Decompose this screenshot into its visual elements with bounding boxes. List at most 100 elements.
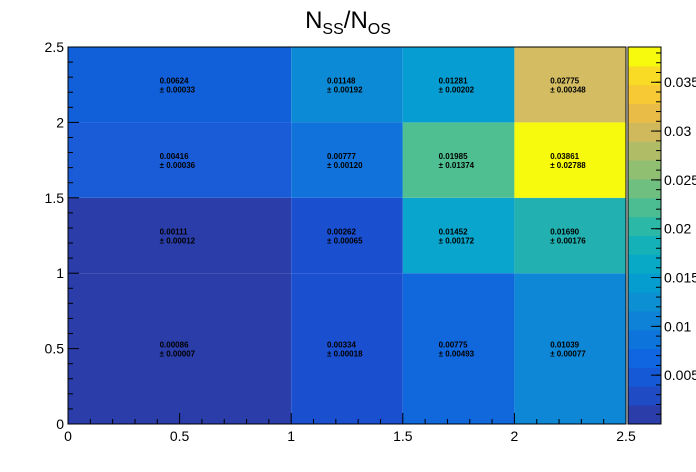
colorbar-tick-label: 0.015 <box>664 270 696 286</box>
colorbar-band <box>628 235 661 255</box>
y-tick-label: 1.5 <box>45 190 65 206</box>
cell-error-label: ± 0.00172 <box>439 237 475 246</box>
heatmap-cell <box>402 122 515 198</box>
cell-error-label: ± 0.01374 <box>439 161 475 170</box>
x-tick-label: 0 <box>64 428 72 444</box>
chart-title-n1: N <box>305 7 322 34</box>
cell-value-label: 0.01452 <box>439 228 468 237</box>
x-tick-label: 1 <box>287 428 295 444</box>
cell-error-label: ± 0.00012 <box>160 237 196 246</box>
heatmap-cell <box>402 197 515 274</box>
y-tick-label: 0.5 <box>45 341 65 357</box>
cell-error-label: ± 0.00036 <box>160 161 196 170</box>
heatmap-cell <box>514 47 626 123</box>
cell-value-label: 0.00777 <box>327 152 356 161</box>
heatmap-cell <box>68 197 292 274</box>
cell-error-label: ± 0.00065 <box>327 237 363 246</box>
colorbar-band <box>628 348 661 368</box>
colorbar-band <box>628 141 661 161</box>
cell-error-label: ± 0.00176 <box>550 237 586 246</box>
colorbar-band <box>628 273 661 293</box>
heatmap-cell <box>68 122 292 198</box>
axes: 0 0.5 1 1.5 2 2.5 0 0.5 1 1.5 2 2.5 <box>45 39 636 444</box>
cell-value-label: 0.01690 <box>550 228 579 237</box>
heatmap-cell <box>291 47 403 123</box>
cell-error-label: ± 0.00192 <box>327 86 363 95</box>
colorbar-band <box>628 103 661 123</box>
cell-value-label: 0.01148 <box>327 77 356 86</box>
colorbar-band <box>628 47 661 67</box>
cell-value-label: 0.00624 <box>160 77 189 86</box>
cell-value-label: 0.00775 <box>439 341 468 350</box>
heatmap-cell <box>291 122 403 198</box>
colorbar-band <box>628 310 661 331</box>
heatmap-cell <box>402 273 515 424</box>
cell-error-label: ± 0.00348 <box>550 86 586 95</box>
x-tick-label: 1.5 <box>393 428 413 444</box>
heatmap-cell <box>291 197 403 274</box>
cell-error-label: ± 0.00033 <box>160 86 196 95</box>
heatmap-cell <box>514 273 626 424</box>
cell-value-label: 0.00086 <box>160 341 189 350</box>
chart-title: NSS/NOS <box>305 7 391 38</box>
colorbar-frame <box>627 46 662 425</box>
colorbar-band <box>628 405 661 425</box>
colorbar-band <box>628 292 661 312</box>
heatmap-cell <box>514 197 626 274</box>
colorbar-tick-label: 0.025 <box>664 172 696 188</box>
colorbar-band <box>628 216 661 236</box>
colorbar-band <box>628 65 661 86</box>
colorbar: 0.005 0.01 0.015 0.02 0.025 0.03 0.035 <box>627 46 696 425</box>
colorbar-band <box>628 367 661 387</box>
y-tick-label: 2 <box>56 114 64 130</box>
colorbar-band <box>628 254 661 274</box>
cell-error-label: ± 0.00007 <box>160 350 196 359</box>
heatmap-cell <box>402 47 515 123</box>
cell-value-label: 0.01985 <box>439 152 468 161</box>
colorbar-tick-label: 0.03 <box>664 123 691 139</box>
cell-value-label: 0.00111 <box>160 228 189 237</box>
colorbar-band <box>628 160 661 180</box>
y-tick-label: 0 <box>56 416 64 432</box>
chart-title-sub1: SS <box>322 21 343 38</box>
chart-title-n2: N <box>350 7 367 34</box>
cell-error-label: ± 0.00493 <box>439 350 475 359</box>
heatmap-cell <box>68 273 292 424</box>
heatmap-cell <box>514 122 626 198</box>
colorbar-tick-label: 0.005 <box>664 367 696 383</box>
cell-value-label: 0.01039 <box>550 341 579 350</box>
colorbar-tick-label: 0.035 <box>664 74 696 90</box>
colorbar-band <box>628 197 661 218</box>
heatmap-cells <box>68 47 626 424</box>
colorbar-tick-label: 0.01 <box>664 318 691 334</box>
x-tick-label: 0.5 <box>170 428 190 444</box>
cell-value-label: 0.00262 <box>327 228 356 237</box>
heatmap-cell <box>291 273 403 424</box>
cell-value-label: 0.02775 <box>550 77 579 86</box>
plot-frame <box>67 46 627 425</box>
colorbar-band <box>628 84 661 105</box>
cell-value-label: 0.01281 <box>439 77 468 86</box>
colorbar-tick-label: 0.02 <box>664 221 691 237</box>
cell-error-label: ± 0.00018 <box>327 350 363 359</box>
colorbar-band <box>628 122 661 142</box>
cell-error-label: ± 0.02788 <box>550 161 586 170</box>
cell-value-label: 0.00416 <box>160 152 189 161</box>
chart-title-sub2: OS <box>368 21 391 38</box>
y-tick-label: 2.5 <box>45 39 65 55</box>
chart-title-sep: / <box>344 7 351 34</box>
cell-error-label: ± 0.00202 <box>439 86 475 95</box>
colorbar-band <box>628 386 661 406</box>
x-tick-label: 2 <box>511 428 519 444</box>
colorbar-band <box>628 329 661 350</box>
cell-error-label: ± 0.00077 <box>550 350 586 359</box>
cell-value-label: 0.03861 <box>550 152 579 161</box>
y-tick-label: 1 <box>56 265 64 281</box>
colorbar-band <box>628 178 661 199</box>
heatmap-cell <box>68 47 292 123</box>
x-tick-label: 2.5 <box>616 428 636 444</box>
cell-error-label: ± 0.00120 <box>327 161 363 170</box>
cell-value-label: 0.00334 <box>327 341 356 350</box>
